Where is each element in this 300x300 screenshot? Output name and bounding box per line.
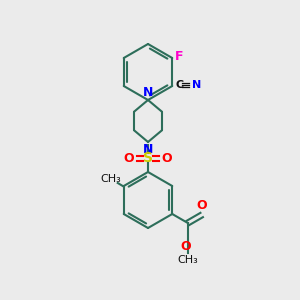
Text: O: O bbox=[162, 152, 172, 164]
Text: S: S bbox=[143, 151, 153, 165]
Text: O: O bbox=[181, 240, 191, 253]
Text: CH₃: CH₃ bbox=[100, 174, 121, 184]
Text: O: O bbox=[124, 152, 134, 164]
Text: N: N bbox=[143, 86, 153, 99]
Text: F: F bbox=[175, 50, 184, 62]
Text: O: O bbox=[196, 199, 207, 212]
Text: C: C bbox=[175, 80, 183, 90]
Text: N: N bbox=[192, 80, 202, 90]
Text: N: N bbox=[143, 143, 153, 156]
Text: CH₃: CH₃ bbox=[178, 255, 198, 265]
